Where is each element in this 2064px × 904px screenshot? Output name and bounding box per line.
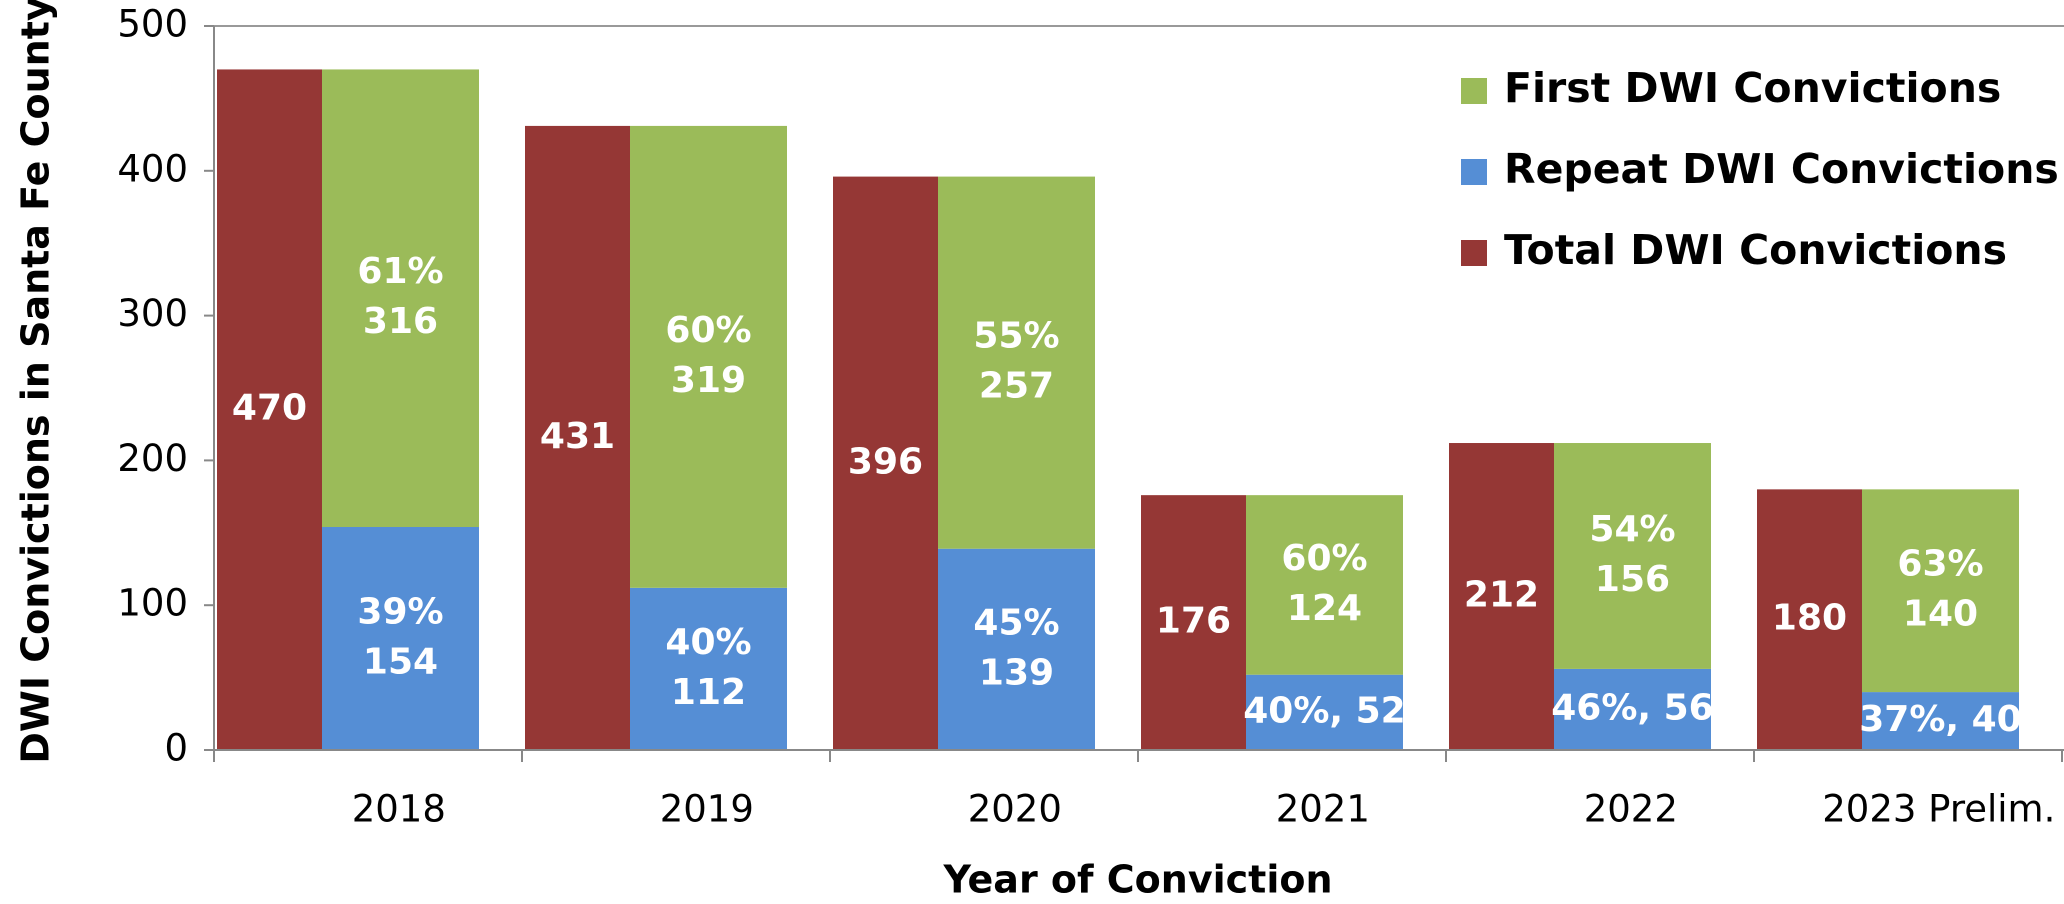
y-tick-label: 200 — [117, 437, 188, 480]
data-label: 156 — [1595, 559, 1670, 600]
legend-label: First DWI Convictions — [1504, 64, 2001, 112]
data-label: 37%, 40 — [1859, 699, 2021, 740]
data-label: 45% — [973, 602, 1059, 643]
bar — [1862, 489, 2019, 693]
data-label: 470 — [232, 388, 307, 429]
bar — [1246, 495, 1403, 675]
data-label: 39% — [357, 592, 443, 633]
data-label: 55% — [973, 316, 1059, 357]
y-tick-label: 100 — [117, 582, 188, 625]
y-axis-title: DWI Convictions in Santa Fe County — [14, 0, 58, 764]
x-tick-label: 2019 — [660, 788, 754, 831]
data-label: 46%, 56 — [1551, 687, 1713, 728]
x-tick-label: 2020 — [968, 788, 1062, 831]
bar — [1554, 443, 1711, 669]
data-label: 319 — [671, 360, 746, 401]
bar — [1246, 674, 1403, 750]
data-label: 54% — [1589, 509, 1675, 550]
data-label: 60% — [1281, 538, 1367, 579]
bar — [630, 125, 787, 588]
data-label: 257 — [979, 366, 1054, 407]
bar — [217, 69, 322, 750]
legend-swatch — [1461, 78, 1487, 104]
bar — [1862, 692, 2019, 750]
y-tick-label: 400 — [117, 147, 188, 190]
data-label: 396 — [848, 441, 923, 482]
bar — [1449, 443, 1554, 750]
bar — [322, 69, 479, 528]
data-label: 40% — [665, 622, 751, 663]
bar — [525, 125, 630, 751]
data-label: 124 — [1287, 588, 1362, 629]
bar — [938, 548, 1095, 750]
y-tick-label: 0 — [164, 727, 188, 770]
legend-swatch — [1461, 240, 1487, 266]
data-label: 139 — [979, 652, 1054, 693]
x-tick-label: 2022 — [1584, 788, 1678, 831]
y-tick-label: 300 — [117, 292, 188, 335]
data-label: 316 — [363, 301, 438, 342]
data-label: 180 — [1772, 598, 1847, 639]
data-label: 112 — [671, 672, 746, 713]
data-label: 60% — [665, 310, 751, 351]
data-label: 61% — [357, 251, 443, 292]
data-label: 140 — [1903, 594, 1978, 635]
data-label: 431 — [540, 416, 615, 457]
x-axis-title: Year of Conviction — [943, 858, 1333, 902]
data-label: 212 — [1464, 575, 1539, 616]
bar — [1141, 495, 1246, 750]
data-label: 176 — [1156, 601, 1231, 642]
bar — [938, 176, 1095, 549]
data-label: 63% — [1897, 544, 1983, 585]
data-label: 154 — [363, 642, 438, 683]
x-tick-label: 2021 — [1276, 788, 1370, 831]
y-tick-label: 500 — [117, 3, 188, 46]
bar — [1554, 668, 1711, 750]
x-tick-label: 2023 Prelim. — [1822, 788, 2055, 831]
legend-swatch — [1461, 159, 1487, 185]
bar — [833, 176, 938, 751]
legend-label: Total DWI Convictions — [1504, 226, 2007, 274]
bar — [630, 587, 787, 750]
bar — [1757, 489, 1862, 750]
bar — [322, 527, 479, 750]
x-tick-label: 2018 — [352, 788, 446, 831]
legend-label: Repeat DWI Convictions — [1504, 145, 2059, 193]
data-label: 40%, 52 — [1243, 690, 1405, 731]
